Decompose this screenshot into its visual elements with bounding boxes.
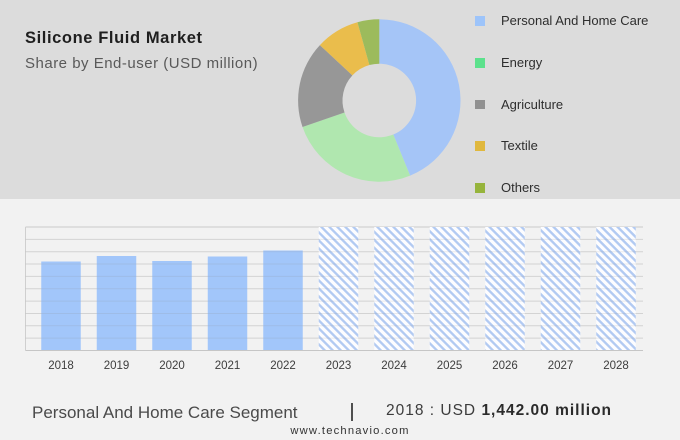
svg-text:2025: 2025 — [437, 360, 463, 372]
svg-text:2027: 2027 — [548, 360, 574, 372]
svg-text:2019: 2019 — [104, 360, 130, 372]
svg-text:2024: 2024 — [381, 360, 407, 372]
svg-text:2020: 2020 — [159, 360, 185, 372]
svg-text:2028: 2028 — [603, 360, 629, 372]
svg-text:2026: 2026 — [492, 360, 518, 372]
svg-text:2018: 2018 — [48, 360, 74, 372]
svg-text:2022: 2022 — [270, 360, 296, 372]
svg-text:2023: 2023 — [326, 360, 352, 372]
svg-text:2021: 2021 — [215, 360, 241, 372]
